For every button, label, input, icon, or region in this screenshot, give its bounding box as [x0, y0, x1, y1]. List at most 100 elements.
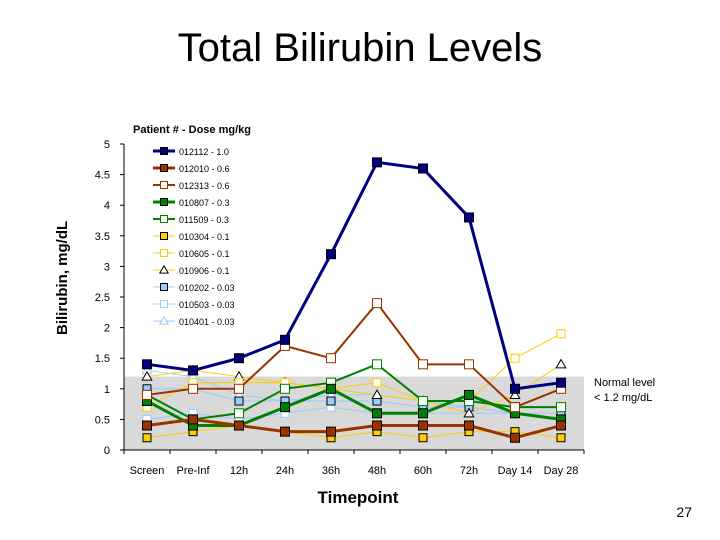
x-tick-label: Screen [130, 465, 165, 477]
data-point [463, 407, 475, 418]
legend-marker [160, 164, 168, 172]
data-point [371, 389, 383, 400]
data-point [555, 358, 567, 369]
legend-label: 010807 - 0.3 [179, 198, 230, 208]
data-point [372, 408, 382, 419]
data-point [142, 389, 152, 400]
legend-label: 010202 - 0.03 [179, 283, 235, 293]
data-point [464, 359, 474, 370]
series-line [146, 160, 562, 391]
data-point [280, 426, 290, 437]
x-axis-title: Timepoint [318, 488, 399, 507]
x-tick-label: Day 28 [544, 465, 579, 477]
y-tick-label: 1 [104, 384, 110, 396]
data-point [141, 370, 153, 381]
data-point [188, 383, 198, 394]
series-line [146, 417, 562, 440]
legend-marker [160, 198, 168, 206]
series-line [146, 301, 562, 409]
page-number: 27 [676, 504, 692, 520]
y-tick-label: 1.5 [95, 353, 110, 365]
data-point [372, 378, 382, 388]
data-point [510, 383, 520, 394]
data-point [372, 298, 382, 309]
data-point [372, 359, 382, 370]
data-point [142, 433, 152, 443]
data-point [464, 212, 474, 223]
legend-label: 010906 - 0.1 [179, 266, 230, 276]
data-point [418, 359, 428, 370]
legend-label: 012313 - 0.6 [179, 181, 230, 191]
y-tick-label: 4.5 [95, 170, 110, 182]
data-point [418, 163, 428, 174]
data-point [556, 329, 566, 339]
data-point [234, 408, 244, 419]
x-tick-label: 72h [460, 465, 478, 477]
series-line [146, 333, 562, 408]
normal-note-line-1: Normal level [594, 377, 656, 389]
x-tick-label: 60h [414, 465, 432, 477]
data-point [234, 420, 244, 431]
data-point [234, 396, 244, 406]
x-tick-label: Pre-Inf [176, 465, 210, 477]
data-point [556, 420, 566, 431]
legend-label: 010304 - 0.1 [179, 232, 230, 242]
y-tick-label: 3.5 [95, 231, 110, 243]
data-point [418, 396, 428, 407]
data-point [142, 420, 152, 431]
legend-marker [160, 215, 168, 223]
data-point [418, 433, 428, 443]
data-point [372, 157, 382, 168]
data-point [556, 377, 566, 388]
y-tick-label: 0 [104, 445, 110, 457]
legend-label: 010605 - 0.1 [179, 249, 230, 259]
page-title: Total Bilirubin Levels [177, 26, 543, 70]
legend-marker [158, 264, 170, 274]
legend-marker [160, 249, 168, 257]
data-point [326, 396, 336, 406]
y-tick-label: 2.5 [95, 292, 110, 304]
legend-marker [160, 300, 168, 308]
x-tick-label: 36h [322, 465, 340, 477]
data-point [326, 383, 336, 394]
legend-marker [160, 181, 168, 189]
y-tick-label: 5 [104, 139, 110, 151]
x-tick-label: Day 14 [498, 465, 533, 477]
data-point [556, 402, 566, 413]
data-point [280, 402, 290, 413]
x-tick-label: 12h [230, 465, 248, 477]
data-point [326, 426, 336, 437]
data-point [326, 353, 336, 364]
normal-note-line-2: < 1.2 mg/dL [594, 392, 653, 404]
data-point [509, 389, 521, 400]
y-tick-label: 4 [104, 200, 110, 212]
data-point [418, 408, 428, 419]
data-point [464, 389, 474, 400]
data-point [234, 353, 244, 364]
data-point [188, 414, 198, 425]
legend-marker [160, 232, 168, 240]
legend-label: 010503 - 0.03 [179, 300, 235, 310]
legend-label: 012112 - 1.0 [179, 147, 229, 157]
legend-marker [158, 315, 170, 325]
data-point [142, 359, 152, 370]
y-axis-label: Bilirubin, mg/dL [54, 220, 71, 335]
y-tick-label: 0.5 [95, 414, 110, 426]
data-point [464, 420, 474, 431]
data-point [280, 383, 290, 394]
y-tick-label: 2 [104, 323, 110, 335]
legend-marker [160, 283, 168, 291]
data-point [188, 365, 198, 376]
legend-title: Patient # - Dose mg/kg [133, 124, 251, 136]
normal-level-note: Normal level < 1.2 mg/dL [594, 376, 655, 406]
data-point [372, 420, 382, 431]
data-point [418, 420, 428, 431]
legend-label: 012010 - 0.6 [179, 164, 230, 174]
y-tick-label: 3 [104, 261, 110, 273]
data-point [510, 353, 520, 363]
data-point [510, 402, 520, 413]
data-point [234, 383, 244, 394]
legend-marker [160, 147, 168, 155]
legend-label: 011509 - 0.3 [179, 215, 229, 225]
